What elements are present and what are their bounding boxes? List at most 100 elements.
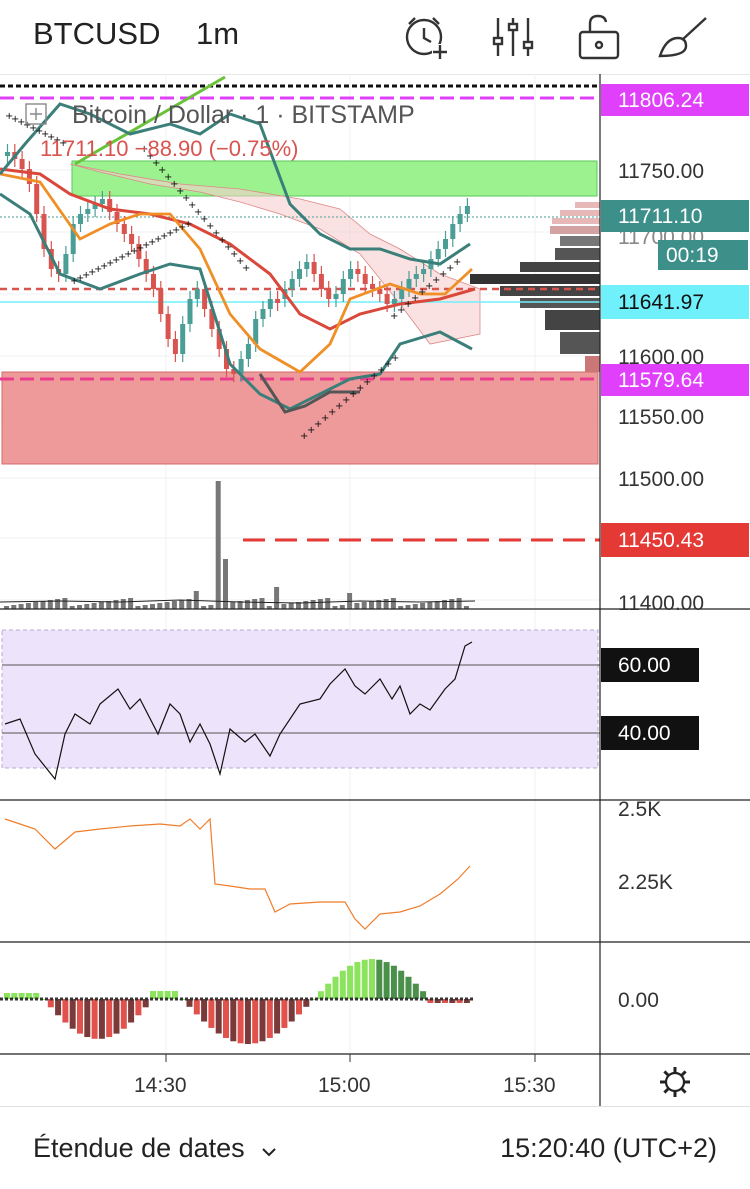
volume-bar <box>354 603 360 609</box>
volume-bar <box>244 600 250 609</box>
lock-icon[interactable] <box>574 12 626 62</box>
candle-body <box>391 299 397 304</box>
macd-bar <box>288 999 295 1022</box>
volume-bar <box>383 599 389 609</box>
volume-bar <box>193 591 199 609</box>
volume-bar <box>325 598 331 609</box>
macd-bar <box>237 999 244 1044</box>
candle-body <box>129 234 135 244</box>
date-range-button[interactable]: Étendue de dates <box>33 1133 276 1164</box>
rsi-label-60: 60.00 <box>618 654 671 677</box>
volume-bar <box>77 605 82 609</box>
trading-chart[interactable]: ++++++++++++++++++++++++++++++++++++++++… <box>0 74 750 1106</box>
macd-bar <box>215 999 222 1034</box>
sar-dot: + <box>29 123 37 134</box>
legend[interactable]: Bitcoin / Dollar · 1 · BITSTAMP 11711.10… <box>25 101 415 161</box>
price-tick: 11600.00 <box>618 346 704 369</box>
symbol-name[interactable]: BTCUSD <box>33 16 161 51</box>
pane-separators <box>0 74 750 1106</box>
sar-dot: + <box>356 383 364 394</box>
candle-body <box>224 349 229 369</box>
macd-bar <box>405 976 412 999</box>
volume-bar <box>463 606 469 609</box>
candle-body <box>311 262 317 274</box>
candle-body <box>202 289 208 309</box>
candle-body <box>121 224 127 234</box>
volume-bar <box>186 599 192 609</box>
macd-tick: 0.00 <box>618 989 659 1012</box>
sar-dot: + <box>242 263 250 274</box>
interval-selector[interactable]: 1m <box>196 16 240 51</box>
volume-bar <box>252 599 258 609</box>
sar-dot: + <box>130 246 138 257</box>
macd-bar <box>47 999 54 1008</box>
sar-dot: + <box>363 377 371 388</box>
alarm-add-icon[interactable] <box>400 12 452 62</box>
candle-body <box>194 289 200 299</box>
sar-dot: + <box>146 151 154 162</box>
macd-bar <box>113 999 120 1034</box>
support-zone[interactable] <box>1 371 599 465</box>
macd-bar <box>18 993 25 999</box>
macd-bar <box>84 999 91 1038</box>
trend-line[interactable] <box>74 75 226 166</box>
sar-dot: + <box>328 407 336 418</box>
candle-body <box>253 319 259 344</box>
volume-bar <box>142 605 148 609</box>
candle-body <box>377 289 383 294</box>
sar-dot: + <box>314 419 322 430</box>
sar-dot: + <box>397 305 405 316</box>
macd-bar <box>317 991 324 999</box>
macd-bar <box>77 999 83 1034</box>
bottom-bar: Étendue de dates 15:20:40 (UTC+2) <box>0 1106 750 1189</box>
resistance-zone[interactable] <box>71 160 598 197</box>
sar-dot: + <box>124 249 132 260</box>
candle-body <box>260 309 266 319</box>
macd-bar <box>420 991 427 999</box>
candle-body <box>99 199 105 204</box>
candle-body <box>435 249 441 259</box>
candle-body <box>92 204 98 209</box>
drawing-brush-icon[interactable] <box>656 12 708 62</box>
gear-icon[interactable] <box>660 1067 690 1097</box>
macd-bar <box>62 999 69 1023</box>
volume-bar <box>427 602 433 609</box>
candle-body <box>165 314 171 339</box>
volume-bar <box>120 599 126 609</box>
bollinger-upper <box>0 102 471 266</box>
candle-body <box>114 212 120 224</box>
candle-body <box>216 329 222 349</box>
macd-bar <box>91 999 98 1039</box>
volume-bar <box>259 598 265 609</box>
sar-dot: + <box>94 264 102 275</box>
macd-bar <box>383 962 390 999</box>
macd-bar <box>40 999 47 1000</box>
candle-body <box>450 224 456 239</box>
sar-dot: + <box>140 144 148 155</box>
sar-dot: + <box>160 231 168 242</box>
sar-dot: + <box>453 257 461 268</box>
macd-bar <box>135 999 142 1016</box>
macd-bar <box>128 999 135 1023</box>
top-toolbar: BTCUSD 1m <box>0 0 750 75</box>
chevron-down-icon <box>262 1133 276 1164</box>
candle-body <box>267 299 273 309</box>
sar-dot: + <box>425 281 433 292</box>
macd-bar <box>193 999 200 1015</box>
price-label-11450: 11450.43 <box>618 529 704 552</box>
clock-time: 15:20:40 (UTC+2) <box>500 1133 717 1163</box>
candle-body <box>304 262 310 269</box>
volume-bar <box>376 600 382 609</box>
volume-bar <box>98 602 104 609</box>
volume-bar <box>11 605 17 609</box>
price-tick: 11500.00 <box>618 468 704 491</box>
sar-dot: + <box>70 276 78 287</box>
date-range-label: Étendue de dates <box>33 1133 245 1163</box>
sar-dot: + <box>194 207 202 218</box>
indicators-sliders-icon[interactable] <box>488 12 540 62</box>
candle-body <box>443 239 448 249</box>
sar-dot: + <box>439 269 447 280</box>
macd-bar <box>332 976 339 999</box>
volume-bar <box>179 600 185 609</box>
sar-dot: + <box>377 365 385 376</box>
